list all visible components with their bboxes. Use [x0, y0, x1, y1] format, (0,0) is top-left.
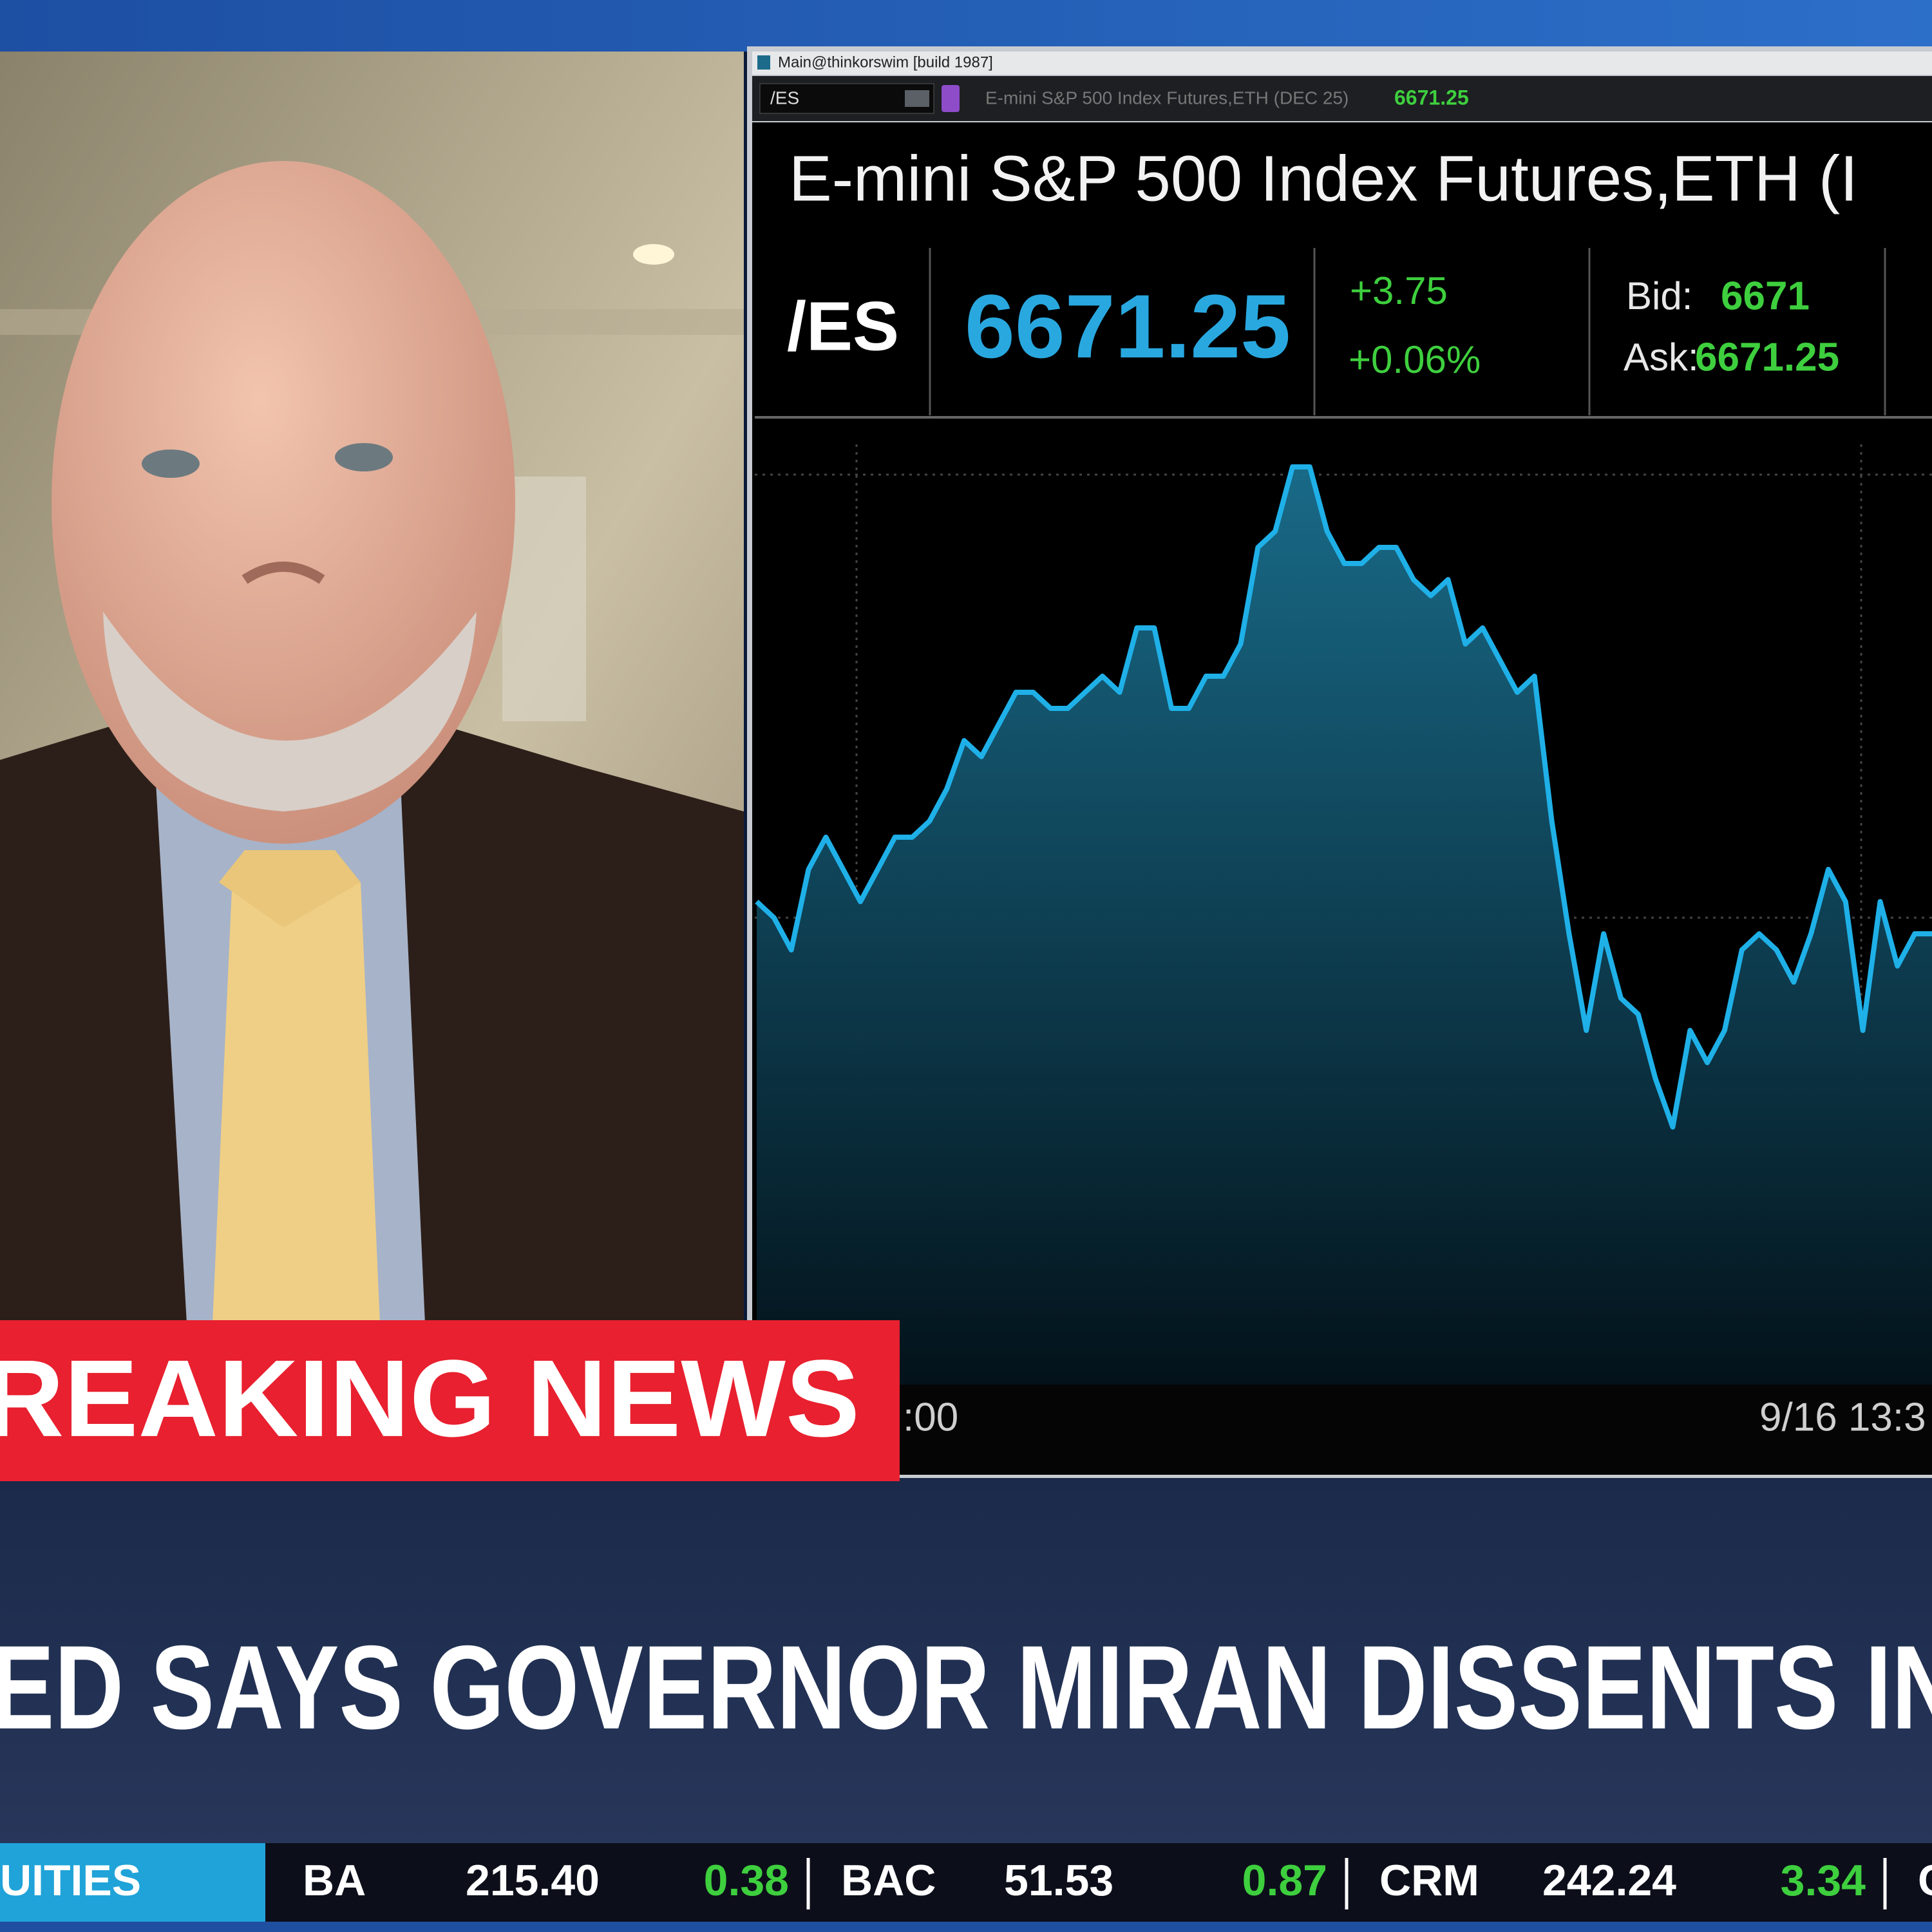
area-fill: [757, 467, 1932, 1385]
breaking-banner: [0, 1320, 900, 1481]
toolbar-description: E-mini S&P 500 Index Futures,ETH (DEC 25…: [985, 88, 1349, 108]
top-band: [0, 0, 1932, 52]
toolbar-last: 6671.25: [1394, 86, 1469, 109]
ticker-symbol: C: [1918, 1856, 1932, 1905]
lower-third: [0, 1478, 1932, 1845]
ticker-price: 215.40: [466, 1856, 600, 1905]
ticker-price: 51.53: [1004, 1856, 1113, 1905]
x-tick-label: 9/16 13:3: [1759, 1395, 1926, 1439]
toolbar-symbol: /ES: [770, 88, 799, 108]
ticker: UITIES BA 215.40 0.38 BAC 51.53 0.87 CRM 242.24…: [0, 1843, 1932, 1932]
price-line: [755, 464, 1932, 1130]
ticker-change: 0.38: [704, 1856, 789, 1905]
ticker-change: 0.87: [1242, 1856, 1327, 1905]
window-title: Main@thinkorswim [build 1987]: [778, 53, 993, 71]
bid-value: 6671: [1721, 274, 1810, 318]
ask-label: Ask:: [1624, 336, 1699, 379]
quote-change-pct: +0.06%: [1349, 338, 1481, 381]
ticker-symbol: CRM: [1379, 1856, 1479, 1905]
quote-change: +3.75: [1350, 269, 1448, 312]
guest-video: [0, 52, 744, 1323]
bid-label: Bid:: [1626, 274, 1692, 317]
plot-area: [755, 464, 1932, 1385]
ask-value: 6671.25: [1695, 335, 1839, 379]
quote-symbol: /ES: [787, 287, 899, 365]
headline: ED SAYS GOVERNOR MIRAN DISSENTS IN: [0, 1622, 1932, 1754]
ticker-price: 242.24: [1542, 1856, 1676, 1905]
x-tick-label: :00: [903, 1395, 958, 1439]
chart-window: Main@thinkorswim [build 1987] /ES E-mini…: [747, 46, 1932, 1479]
ticker-change: 3.34: [1781, 1856, 1866, 1905]
ticker-symbol: BAC: [841, 1856, 936, 1905]
breaking-text: REAKING NEWS: [0, 1338, 860, 1460]
quote-title: E-mini S&P 500 Index Futures,ETH (I: [789, 142, 1858, 214]
quote-last: 6671.25: [965, 276, 1291, 377]
ticker-label: UITIES: [0, 1856, 141, 1905]
ticker-symbol: BA: [303, 1856, 366, 1905]
